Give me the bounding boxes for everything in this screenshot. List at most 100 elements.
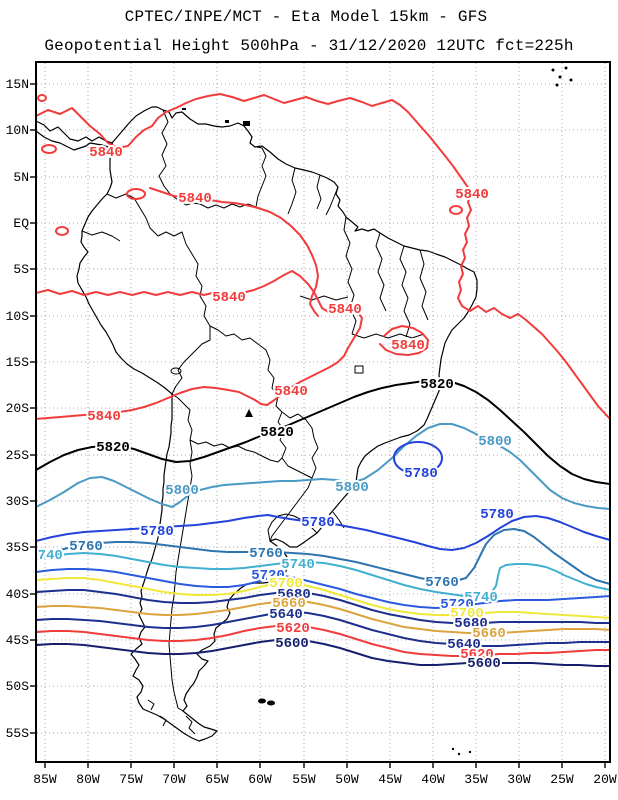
contour-label-5700: 5700 xyxy=(450,606,484,622)
contour-5740 xyxy=(37,552,609,598)
lat-tick-label: 5S xyxy=(13,262,29,277)
island-curacao xyxy=(182,108,186,110)
contour-5840-blobs xyxy=(37,94,463,236)
border-brazil-interior-1 xyxy=(343,216,357,335)
contour-label-5740: 5740 xyxy=(464,590,498,606)
contour-5800 xyxy=(37,423,609,510)
contour-label-5780: 5780 xyxy=(140,524,174,540)
contour-label-5780: 5780 xyxy=(301,515,335,531)
lon-tick-label: 45W xyxy=(378,772,402,787)
peak-marker-icon xyxy=(245,409,253,417)
border-chile-argentina-andes xyxy=(168,393,193,712)
contour-5780-closed-low xyxy=(393,441,443,475)
contour-label-5840: 5840 xyxy=(328,302,362,318)
contour-label-5840: 5840 xyxy=(89,145,123,161)
contour-label-5800: 5800 xyxy=(335,480,369,496)
header: CPTEC/INPE/MCT - Eta Model 15km - GFS Ge… xyxy=(44,8,573,55)
lon-tick-label: 25W xyxy=(550,772,574,787)
contour-label-5700: 5700 xyxy=(269,576,303,592)
page-title: CPTEC/INPE/MCT - Eta Model 15km - GFS xyxy=(125,8,488,26)
border-ecuador-peru xyxy=(81,230,121,242)
contour-label-5620: 5620 xyxy=(276,621,310,637)
contour-5840-central xyxy=(37,270,363,420)
islands-cape-verde xyxy=(551,66,573,87)
lon-tick-label: 55W xyxy=(292,772,316,787)
contour-label-5760: 5760 xyxy=(69,539,103,555)
contour-label-5800: 5800 xyxy=(165,483,199,499)
contour-label-5840: 5840 xyxy=(391,338,425,354)
reservoir-marker xyxy=(354,365,364,374)
lon-tick-label: 70W xyxy=(162,772,186,787)
island-falkland-east xyxy=(267,700,275,706)
contour-label-5820: 5820 xyxy=(260,425,294,441)
lat-tick-label: 50S xyxy=(6,679,30,694)
contour-5700 xyxy=(37,577,609,619)
island-trinidad xyxy=(243,121,250,126)
lat-tick-label: EQ xyxy=(13,216,29,231)
lon-tick-label: 85W xyxy=(33,772,57,787)
contour-label-5840: 5840 xyxy=(178,191,212,207)
contour-label-5600: 5600 xyxy=(275,636,309,652)
coastline-south-america xyxy=(37,106,478,742)
contour-label-5600: 5600 xyxy=(467,656,501,672)
lat-tick-label: 35S xyxy=(6,540,30,555)
lat-tick-label: 30S xyxy=(6,494,30,509)
contour-label-5840: 5840 xyxy=(87,409,121,425)
island-falkland-west xyxy=(258,698,266,704)
contour-label-5820: 5820 xyxy=(96,440,130,456)
contour-5780 xyxy=(37,514,609,551)
lon-tick-label: 30W xyxy=(507,772,531,787)
lon-tick-label: 60W xyxy=(248,772,272,787)
contour-5720 xyxy=(37,568,609,609)
contour-5640 xyxy=(37,611,609,647)
border-andean-amazon xyxy=(106,193,283,413)
contour-5620 xyxy=(37,625,609,657)
contour-5840-closed-cell xyxy=(379,325,429,356)
border-colombia-venezuela-guyana xyxy=(158,109,267,209)
lat-tick-label: 15N xyxy=(6,77,29,92)
contour-label-5820: 5820 xyxy=(420,377,454,393)
contour-5820 xyxy=(37,380,609,485)
map-frame xyxy=(35,61,611,763)
contour-value-labels: 5840 5840 5840 5840 5840 5840 5840 5840 5820 5820… xyxy=(37,143,516,674)
border-brazil-interior-5 xyxy=(351,333,425,339)
contour-5600 xyxy=(37,639,609,667)
lake-titicaca xyxy=(170,367,182,375)
contour-label-5640: 5640 xyxy=(447,637,481,653)
border-brazil-interior-4 xyxy=(399,245,411,338)
islands-south-atlantic xyxy=(451,747,472,756)
contour-label-5840: 5840 xyxy=(212,290,246,306)
contour-label-5660: 5660 xyxy=(272,596,306,612)
contour-5680 xyxy=(37,589,609,624)
contour-5840-equatorial xyxy=(149,187,319,317)
axis-labels: 85W 80W 75W 70W 65W 60W 55W 50W 45W 40W 35W 30W 25W 2… xyxy=(6,77,617,787)
coastline-central-america xyxy=(37,131,115,151)
contour-label-5760: 5760 xyxy=(249,546,283,562)
border-parana-river xyxy=(281,411,319,479)
lon-tick-label: 35W xyxy=(464,772,488,787)
border-uruguay xyxy=(267,513,318,542)
contour-5840-north xyxy=(37,93,609,420)
lat-tick-label: 10N xyxy=(6,123,29,138)
lat-tick-label: 45S xyxy=(6,633,30,648)
contour-label-5620: 5620 xyxy=(460,647,494,663)
lat-tick-label: 10S xyxy=(6,309,30,324)
contour-label-5680: 5680 xyxy=(454,616,488,632)
fjords-detail-1 xyxy=(185,715,196,735)
lon-tick-label: 65W xyxy=(205,772,229,787)
lon-tick-label: 20W xyxy=(593,772,617,787)
border-peru-bolivia xyxy=(171,326,211,395)
contour-5760 xyxy=(37,528,609,585)
contour-label-5680: 5680 xyxy=(277,587,311,603)
lon-tick-label: 75W xyxy=(119,772,143,787)
lat-tick-label: 25S xyxy=(6,448,30,463)
fjords-detail-3 xyxy=(147,699,155,711)
fjords-detail-2 xyxy=(159,715,167,727)
contour-label-5660: 5660 xyxy=(472,626,506,642)
contour-label-5800: 5800 xyxy=(478,434,512,450)
border-brazil-interior-6 xyxy=(419,249,429,321)
lat-tick-label: 15S xyxy=(6,355,30,370)
border-suriname-guiana xyxy=(316,174,322,210)
contour-label-5760: 5760 xyxy=(425,575,459,591)
contour-label-5780: 5780 xyxy=(404,466,438,482)
